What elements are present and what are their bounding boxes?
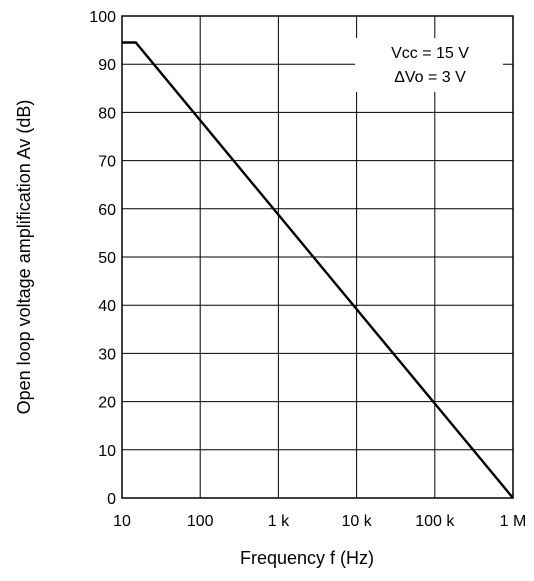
condition-box-background bbox=[355, 38, 503, 92]
y-tick-label: 50 bbox=[98, 250, 116, 267]
x-tick-label: 10 bbox=[113, 513, 131, 530]
y-tick-label: 80 bbox=[98, 105, 116, 122]
y-tick-label: 60 bbox=[98, 202, 116, 219]
condition-delta-vo: ΔVo = 3 V bbox=[394, 69, 466, 86]
y-tick-label: 10 bbox=[98, 443, 116, 460]
y-tick-label: 70 bbox=[98, 154, 116, 171]
y-tick-label: 40 bbox=[98, 298, 116, 315]
x-tick-label: 100 k bbox=[415, 513, 455, 530]
x-axis-title: Frequency f (Hz) bbox=[240, 548, 374, 568]
y-axis-title: Open loop voltage amplification Av (dB) bbox=[14, 100, 34, 415]
x-tick-labels: 10 100 1 k 10 k 100 k 1 M bbox=[113, 513, 526, 530]
x-tick-label: 100 bbox=[187, 513, 214, 530]
y-tick-label: 90 bbox=[98, 57, 116, 74]
y-tick-label: 20 bbox=[98, 395, 116, 412]
plot-frame bbox=[121, 15, 514, 499]
x-tick-label: 1 M bbox=[500, 513, 527, 530]
y-tick-labels: 0 10 20 30 40 50 60 70 80 90 100 bbox=[89, 9, 116, 508]
series-line bbox=[122, 41, 514, 499]
condition-vcc: Vcc = 15 V bbox=[391, 45, 469, 62]
x-tick-label: 1 k bbox=[268, 513, 290, 530]
y-tick-label: 0 bbox=[107, 491, 116, 508]
x-tick-label: 10 k bbox=[341, 513, 372, 530]
y-tick-label: 100 bbox=[89, 9, 116, 26]
y-tick-label: 30 bbox=[98, 346, 116, 363]
